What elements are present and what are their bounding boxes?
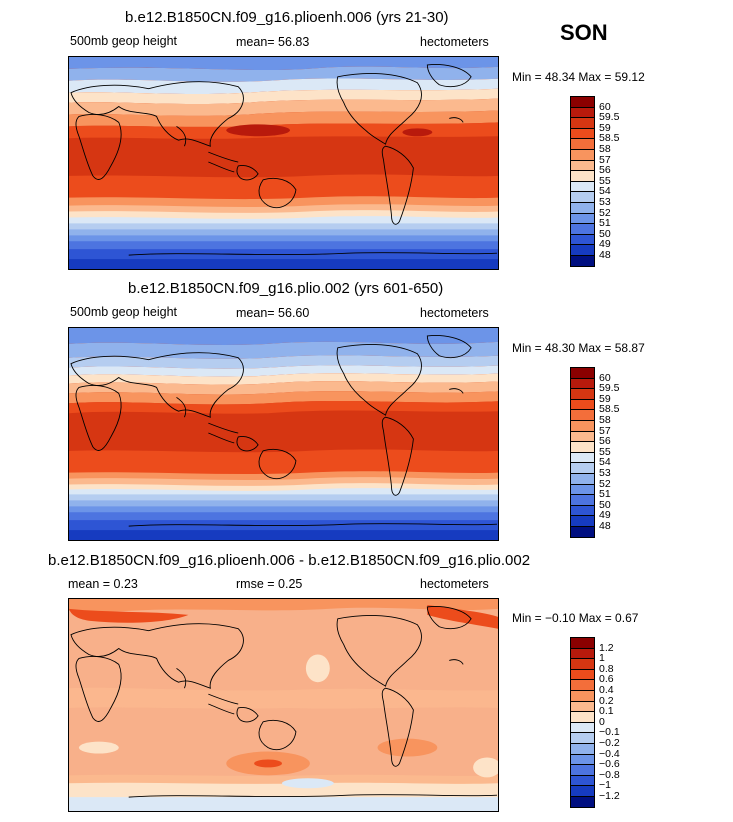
colorbar-label: 58.5	[599, 403, 620, 416]
colorbar-label: 59	[599, 121, 611, 134]
panel-1-units: hectometers	[420, 35, 489, 49]
colorbar-label: 52	[599, 206, 611, 219]
colorbar-label: 50	[599, 498, 611, 511]
colorbar-label: 53	[599, 467, 611, 479]
colorbar-label: 49	[599, 238, 611, 251]
panel-3-title: b.e12.B1850CN.f09_g16.plioenh.006 - b.e1…	[48, 552, 531, 569]
colorbar-swatch	[570, 526, 595, 538]
colorbar-swatch	[570, 255, 595, 267]
colorbar-label: 50	[599, 227, 611, 240]
colorbar-label: 54	[599, 185, 611, 198]
panel-1-map-field	[69, 57, 498, 269]
colorbar-label: 56	[599, 435, 611, 448]
panel-1-colorbar: 60 59.5 59 58.5 58 57 56 55 54 53 52 51 50 49 48	[570, 96, 670, 267]
colorbar-label: 49	[599, 509, 611, 522]
colorbar-label: 60	[599, 371, 611, 384]
panel-2-variable-label: 500mb geop height	[70, 305, 178, 319]
colorbar-label: 0.8	[599, 662, 614, 675]
panel-3-mean: mean = 0.23	[68, 577, 138, 591]
colorbar-label: −1.2	[599, 790, 620, 802]
colorbar-label: 1.2	[599, 641, 614, 654]
colorbar-label: 57	[599, 424, 611, 437]
colorbar-label: 0	[599, 715, 605, 728]
colorbar-label: 55	[599, 174, 611, 187]
colorbar-label: 60	[599, 100, 611, 113]
colorbar-label: 0.2	[599, 694, 614, 707]
colorbar-swatch	[570, 796, 595, 808]
colorbar-label: 52	[599, 477, 611, 490]
colorbar-label: 0.4	[599, 684, 614, 696]
colorbar-label: 51	[599, 217, 611, 230]
panel-1-minmax: Min = 48.34 Max = 59.12	[512, 70, 645, 84]
panel-1-title: b.e12.B1850CN.f09_g16.plioenh.006 (yrs 2…	[125, 9, 449, 26]
colorbar-label: 48	[599, 249, 611, 261]
colorbar-label: 56	[599, 164, 611, 177]
panel-1-mean: mean= 56.83	[236, 35, 310, 49]
panel-3-rmse: rmse = 0.25	[236, 577, 303, 591]
panel-3-map-field	[69, 599, 498, 811]
panel-2-colorbar: 60 59.5 59 58.5 58 57 56 55 54 53 52 51 50 49 48	[570, 367, 670, 538]
colorbar-label: 48	[599, 520, 611, 532]
colorbar-label: −0.6	[599, 758, 620, 771]
colorbar-label: −0.4	[599, 747, 620, 760]
panel-3-minmax: Min = −0.10 Max = 0.67	[512, 611, 639, 625]
panel-2-mean: mean= 56.60	[236, 306, 310, 320]
colorbar-label: 58	[599, 143, 611, 155]
colorbar-label: 59	[599, 392, 611, 405]
colorbar-label: 58	[599, 414, 611, 426]
panel-2-map-field	[69, 328, 498, 540]
colorbar-label: −0.1	[599, 726, 620, 739]
panel-3-units: hectometers	[420, 577, 489, 591]
colorbar-label: 57	[599, 153, 611, 166]
panel-1-variable-label: 500mb geop height	[70, 34, 178, 48]
colorbar-label: 59.5	[599, 111, 620, 124]
colorbar-label: 51	[599, 488, 611, 501]
panel-2-title: b.e12.B1850CN.f09_g16.plio.002 (yrs 601-…	[128, 280, 444, 297]
panel-2-minmax: Min = 48.30 Max = 58.87	[512, 341, 645, 355]
colorbar-label: 55	[599, 445, 611, 458]
panel-2-map	[68, 327, 499, 541]
colorbar-label: −0.2	[599, 737, 620, 749]
colorbar-label: 0.6	[599, 673, 614, 686]
colorbar-label: 59.5	[599, 382, 620, 395]
colorbar-label: 53	[599, 196, 611, 208]
panel-1-map	[68, 56, 499, 270]
colorbar-label: −0.8	[599, 768, 620, 781]
season-label: SON	[560, 20, 608, 45]
panel-2-units: hectometers	[420, 306, 489, 320]
panel-3-colorbar: 1.2 1 0.8 0.6 0.4 0.2 0.1 0 −0.1 −0.2 −0.4 −0.6 −0.8…	[570, 637, 670, 808]
panel-3-map	[68, 598, 499, 812]
colorbar-label: 1	[599, 652, 605, 665]
colorbar-label: 54	[599, 456, 611, 469]
colorbar-label: 0.1	[599, 705, 614, 718]
colorbar-label: 58.5	[599, 132, 620, 145]
colorbar-label: −1	[599, 779, 611, 792]
